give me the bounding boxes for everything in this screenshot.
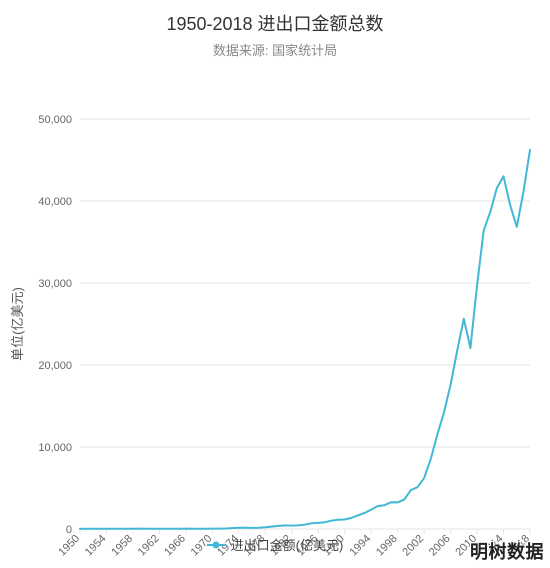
legend-label: 进出口金额(亿美元) [231, 535, 344, 554]
ytick-label: 20,000 [38, 360, 72, 372]
ytick-label: 40,000 [38, 196, 72, 208]
legend-item: 进出口金额(亿美元) [207, 535, 344, 554]
ytick-label: 10,000 [38, 442, 72, 454]
y-axis-label: 单位(亿美元) [10, 287, 25, 361]
watermark: 明树数据 [470, 538, 544, 564]
line-chart: 010,00020,00030,00040,00050,000单位(亿美元)19… [0, 59, 550, 568]
series-line [80, 150, 530, 529]
legend: 进出口金额(亿美元) [0, 534, 550, 555]
chart-title: 1950-2018 进出口金额总数 [0, 0, 550, 36]
chart-subtitle: 数据来源: 国家统计局 [0, 40, 550, 59]
ytick-label: 50,000 [38, 114, 72, 126]
circle-icon [212, 541, 219, 548]
legend-swatch-line [207, 544, 225, 546]
ytick-label: 30,000 [38, 278, 72, 290]
chart-container: 1950-2018 进出口金额总数 数据来源: 国家统计局 010,00020,… [0, 0, 550, 568]
